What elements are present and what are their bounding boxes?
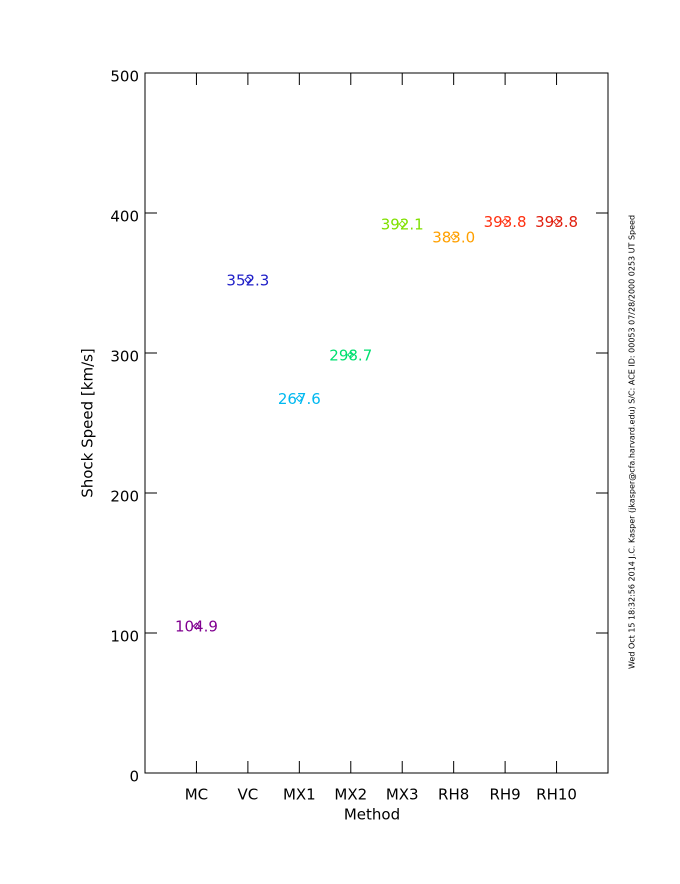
x-tick-label: MX3 (386, 786, 419, 804)
point-marker (192, 622, 201, 630)
annotation: Wed Oct 15 18:32:56 2014 J.C. Kasper (jk… (628, 215, 637, 669)
x-tick-label: VC (238, 786, 259, 804)
point-marker (295, 394, 304, 403)
y-tick-label: 100 (110, 628, 139, 646)
x-tick-label: RH8 (438, 786, 469, 804)
plot-frame (144, 72, 609, 774)
point-marker (501, 217, 509, 226)
point-marker (398, 220, 406, 228)
y-tick-label: 300 (110, 348, 139, 366)
y-tick-label: 0 (129, 768, 139, 786)
point-marker (449, 233, 458, 241)
y-tick-label: 400 (110, 208, 139, 226)
y-axis-title: Shock Speed [km/s] (79, 348, 97, 498)
x-tick-label: MX1 (283, 786, 316, 804)
point-marker (552, 217, 561, 226)
data-label: 393.8 (484, 213, 527, 231)
data-label: 104.9 (175, 618, 218, 636)
x-tick-label: MX2 (334, 786, 367, 804)
data-label: 352.3 (226, 271, 269, 289)
data-label: 392.1 (381, 216, 424, 234)
y-tick-label: 200 (110, 488, 139, 506)
data-label: 393.8 (535, 213, 578, 231)
y-tick-label: 500 (110, 68, 139, 86)
x-axis-title: Method (344, 806, 400, 824)
x-tick-label: RH10 (536, 786, 577, 804)
data-label: 267.6 (278, 390, 321, 408)
data-label: 298.7 (329, 346, 372, 364)
data-label: 383.0 (432, 228, 475, 246)
point-marker (244, 276, 252, 284)
point-marker (347, 351, 355, 359)
x-tick-label: MC (185, 786, 208, 804)
x-tick-label: RH9 (489, 786, 520, 804)
